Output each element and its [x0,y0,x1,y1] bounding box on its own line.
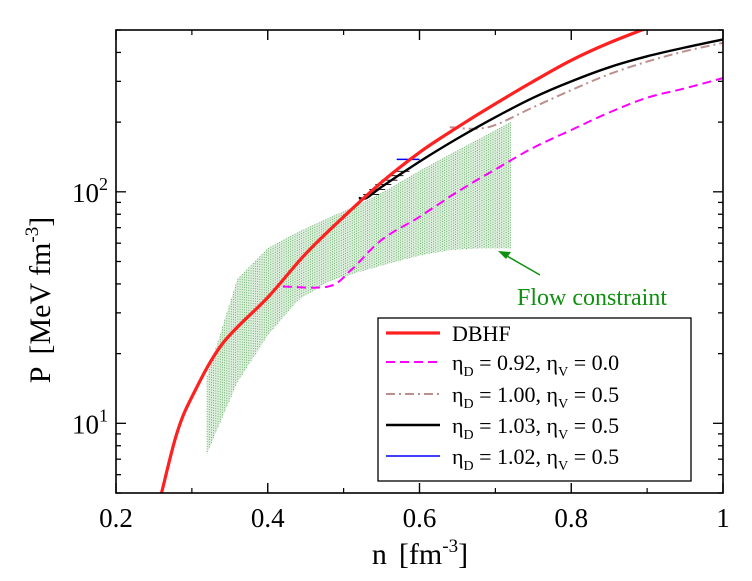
legend: DBHF ηD = 0.92, ηV = 0.0ηD = 1.00, ηV = 0… [377,317,692,482]
y-tick-label: 102 [72,174,108,208]
series-group [159,30,723,493]
legend-box [377,317,692,482]
y-axis-unit: MeV fm [24,243,57,345]
x-axis-unit-exp: -3 [442,536,458,557]
x-tick-label: 1 [716,503,730,533]
y-axis-title: P[MeV fm-3] [22,217,57,383]
x-tick-label: 0.6 [403,503,437,533]
x-axis-label: n [372,538,387,571]
flow-annotation-text: Flow constraint [517,285,667,311]
series-line-3 [358,38,723,201]
legend-label-3: ηD = 1.03, ηV = 0.5 [452,413,619,443]
x-axis-title: n [fm-3] [372,536,468,571]
x-tick-label: 0.4 [251,503,285,533]
y-tick-label: 101 [72,405,108,439]
axis-ticks: 0.2 0.4 0.6 0.8 1 101 102 [72,29,730,533]
legend-label-4: ηD = 1.02, ηV = 0.5 [452,444,619,474]
x-tick-label: 0.8 [554,503,588,533]
flow-band-area [207,122,511,454]
x-axis-unit: fm [409,538,442,571]
series-line-1 [282,77,723,289]
legend-label-0: DBHF [452,321,511,346]
flow-annotation-arrowhead [498,251,511,259]
y-axis-unit-exp: -3 [22,227,43,243]
legend-label-2: ηD = 1.00, ηV = 0.5 [452,382,619,412]
series-line-2 [449,41,723,130]
series-line-0 [159,30,647,493]
flow-annotation: Flow constraint [498,251,667,311]
legend-label-1: ηD = 0.92, ηV = 0.0 [452,350,619,380]
flow-band [206,122,511,454]
x-tick-label: 0.2 [99,503,133,533]
y-axis-label: P [24,367,57,384]
